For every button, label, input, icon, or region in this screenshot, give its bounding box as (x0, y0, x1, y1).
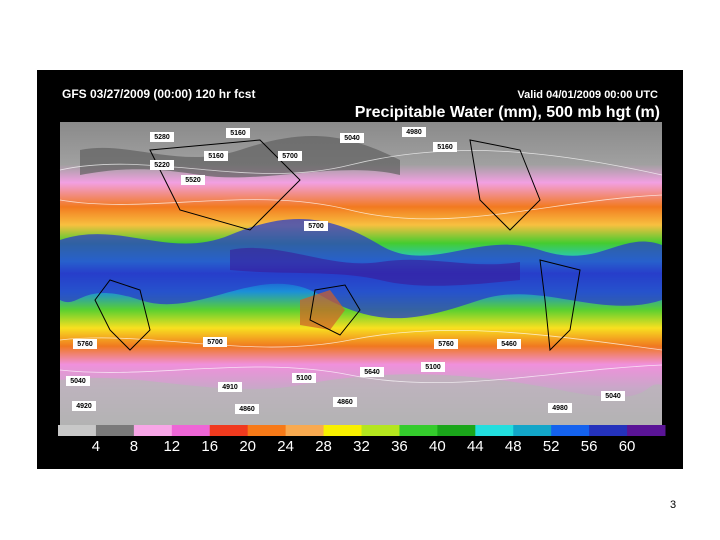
colorbar-label: 20 (239, 438, 256, 455)
colorbar-swatch (323, 425, 362, 436)
contour-label-bg (402, 127, 426, 137)
contour-label-bg (203, 337, 227, 347)
colorbar-swatch (285, 425, 325, 436)
contour-label: 5160 (208, 153, 224, 160)
contour-label: 5040 (70, 378, 86, 385)
colorbar-label: 60 (619, 438, 636, 455)
contour-label: 5040 (605, 393, 621, 400)
map (59, 122, 663, 425)
colorbar-swatch (513, 425, 552, 436)
colorbar-swatch (475, 425, 514, 436)
contour-label: 4980 (552, 405, 568, 412)
contour-label: 5700 (308, 223, 324, 230)
contour-label-bg (278, 151, 302, 161)
colorbar-label: 24 (277, 438, 294, 455)
contour-label-bg (235, 404, 259, 414)
contour-label: 4860 (239, 406, 255, 413)
colorbar-swatch (551, 425, 590, 436)
colorbar-label: 40 (429, 438, 446, 455)
colorbar-swatch (361, 425, 400, 436)
contour-label: 5700 (282, 153, 298, 160)
colorbar-label: 44 (467, 438, 484, 455)
contour-label-bg (226, 128, 250, 138)
contour-label-bg (434, 339, 458, 349)
contour-label: 5100 (425, 364, 441, 371)
colorbar-swatch (58, 425, 97, 436)
contour-label-bg (601, 391, 625, 401)
colorbar-swatch (627, 425, 666, 436)
colorbar-swatch (133, 425, 173, 436)
colorbar-swatch (95, 425, 135, 436)
contour-label-bg (433, 142, 457, 152)
contour-label: 5100 (296, 375, 312, 382)
colorbar-swatch (247, 425, 287, 436)
contour-label: 5160 (437, 144, 453, 151)
contour-label: 5040 (344, 135, 360, 142)
contour-label: 4980 (406, 129, 422, 136)
colorbar-label: 12 (163, 438, 180, 455)
contour-label: 5160 (230, 130, 246, 137)
contour-label: 4860 (337, 399, 353, 406)
contour-label-bg (204, 151, 228, 161)
contour-label: 5460 (501, 341, 517, 348)
contour-label-bg (181, 175, 205, 185)
contour-label-bg (340, 133, 364, 143)
colorbar-swatch (171, 425, 211, 436)
contour-label-bg (292, 373, 316, 383)
colorbar-swatch (437, 425, 476, 436)
colorbar: 4 8 12 16 20 24 28 32 36 40 44 48 52 56 60 (58, 425, 666, 455)
contour-label: 5280 (154, 134, 170, 141)
run-label: GFS 03/27/2009 (00:00) 120 hr fcst (62, 87, 255, 101)
contour-label: 5520 (185, 177, 201, 184)
colorbar-label: 52 (543, 438, 560, 455)
contour-label-bg (73, 339, 97, 349)
contour-label-bg (66, 376, 90, 386)
colorbar-label: 16 (201, 438, 218, 455)
contour-label: 5220 (154, 162, 170, 169)
contour-label: 4920 (76, 403, 92, 410)
colorbar-swatch (209, 425, 249, 436)
contour-label-bg (548, 403, 572, 413)
colorbar-label: 48 (505, 438, 522, 455)
colorbar-swatch (589, 425, 628, 436)
colorbar-swatch (399, 425, 438, 436)
contour-label: 4910 (222, 384, 238, 391)
contour-label-bg (360, 367, 384, 377)
colorbar-label: 56 (581, 438, 598, 455)
colorbar-label: 36 (391, 438, 408, 455)
page-number: 3 (670, 499, 676, 511)
contour-label: 5760 (77, 341, 93, 348)
valid-label: Valid 04/01/2009 00:00 UTC (517, 89, 658, 101)
contour-label: 5640 (364, 369, 380, 376)
map-title: Precipitable Water (mm), 500 mb hgt (m) (355, 104, 660, 121)
colorbar-label: 4 (92, 438, 100, 455)
contour-label-bg (497, 339, 521, 349)
colorbar-label: 28 (315, 438, 332, 455)
contour-label-bg (304, 221, 328, 231)
contour-label-bg (72, 401, 96, 411)
contour-label-bg (421, 362, 445, 372)
contour-label: 5700 (207, 339, 223, 346)
contour-labels: 5280 5160 5040 4980 5160 5220 5160 5700 5520 5700… (66, 127, 625, 414)
colorbar-label: 8 (130, 438, 138, 455)
contour-label-bg (333, 397, 357, 407)
contour-label-bg (150, 132, 174, 142)
contour-label-bg (150, 160, 174, 170)
colorbar-label: 32 (353, 438, 370, 455)
contour-label: 5760 (438, 341, 454, 348)
contour-label-bg (218, 382, 242, 392)
